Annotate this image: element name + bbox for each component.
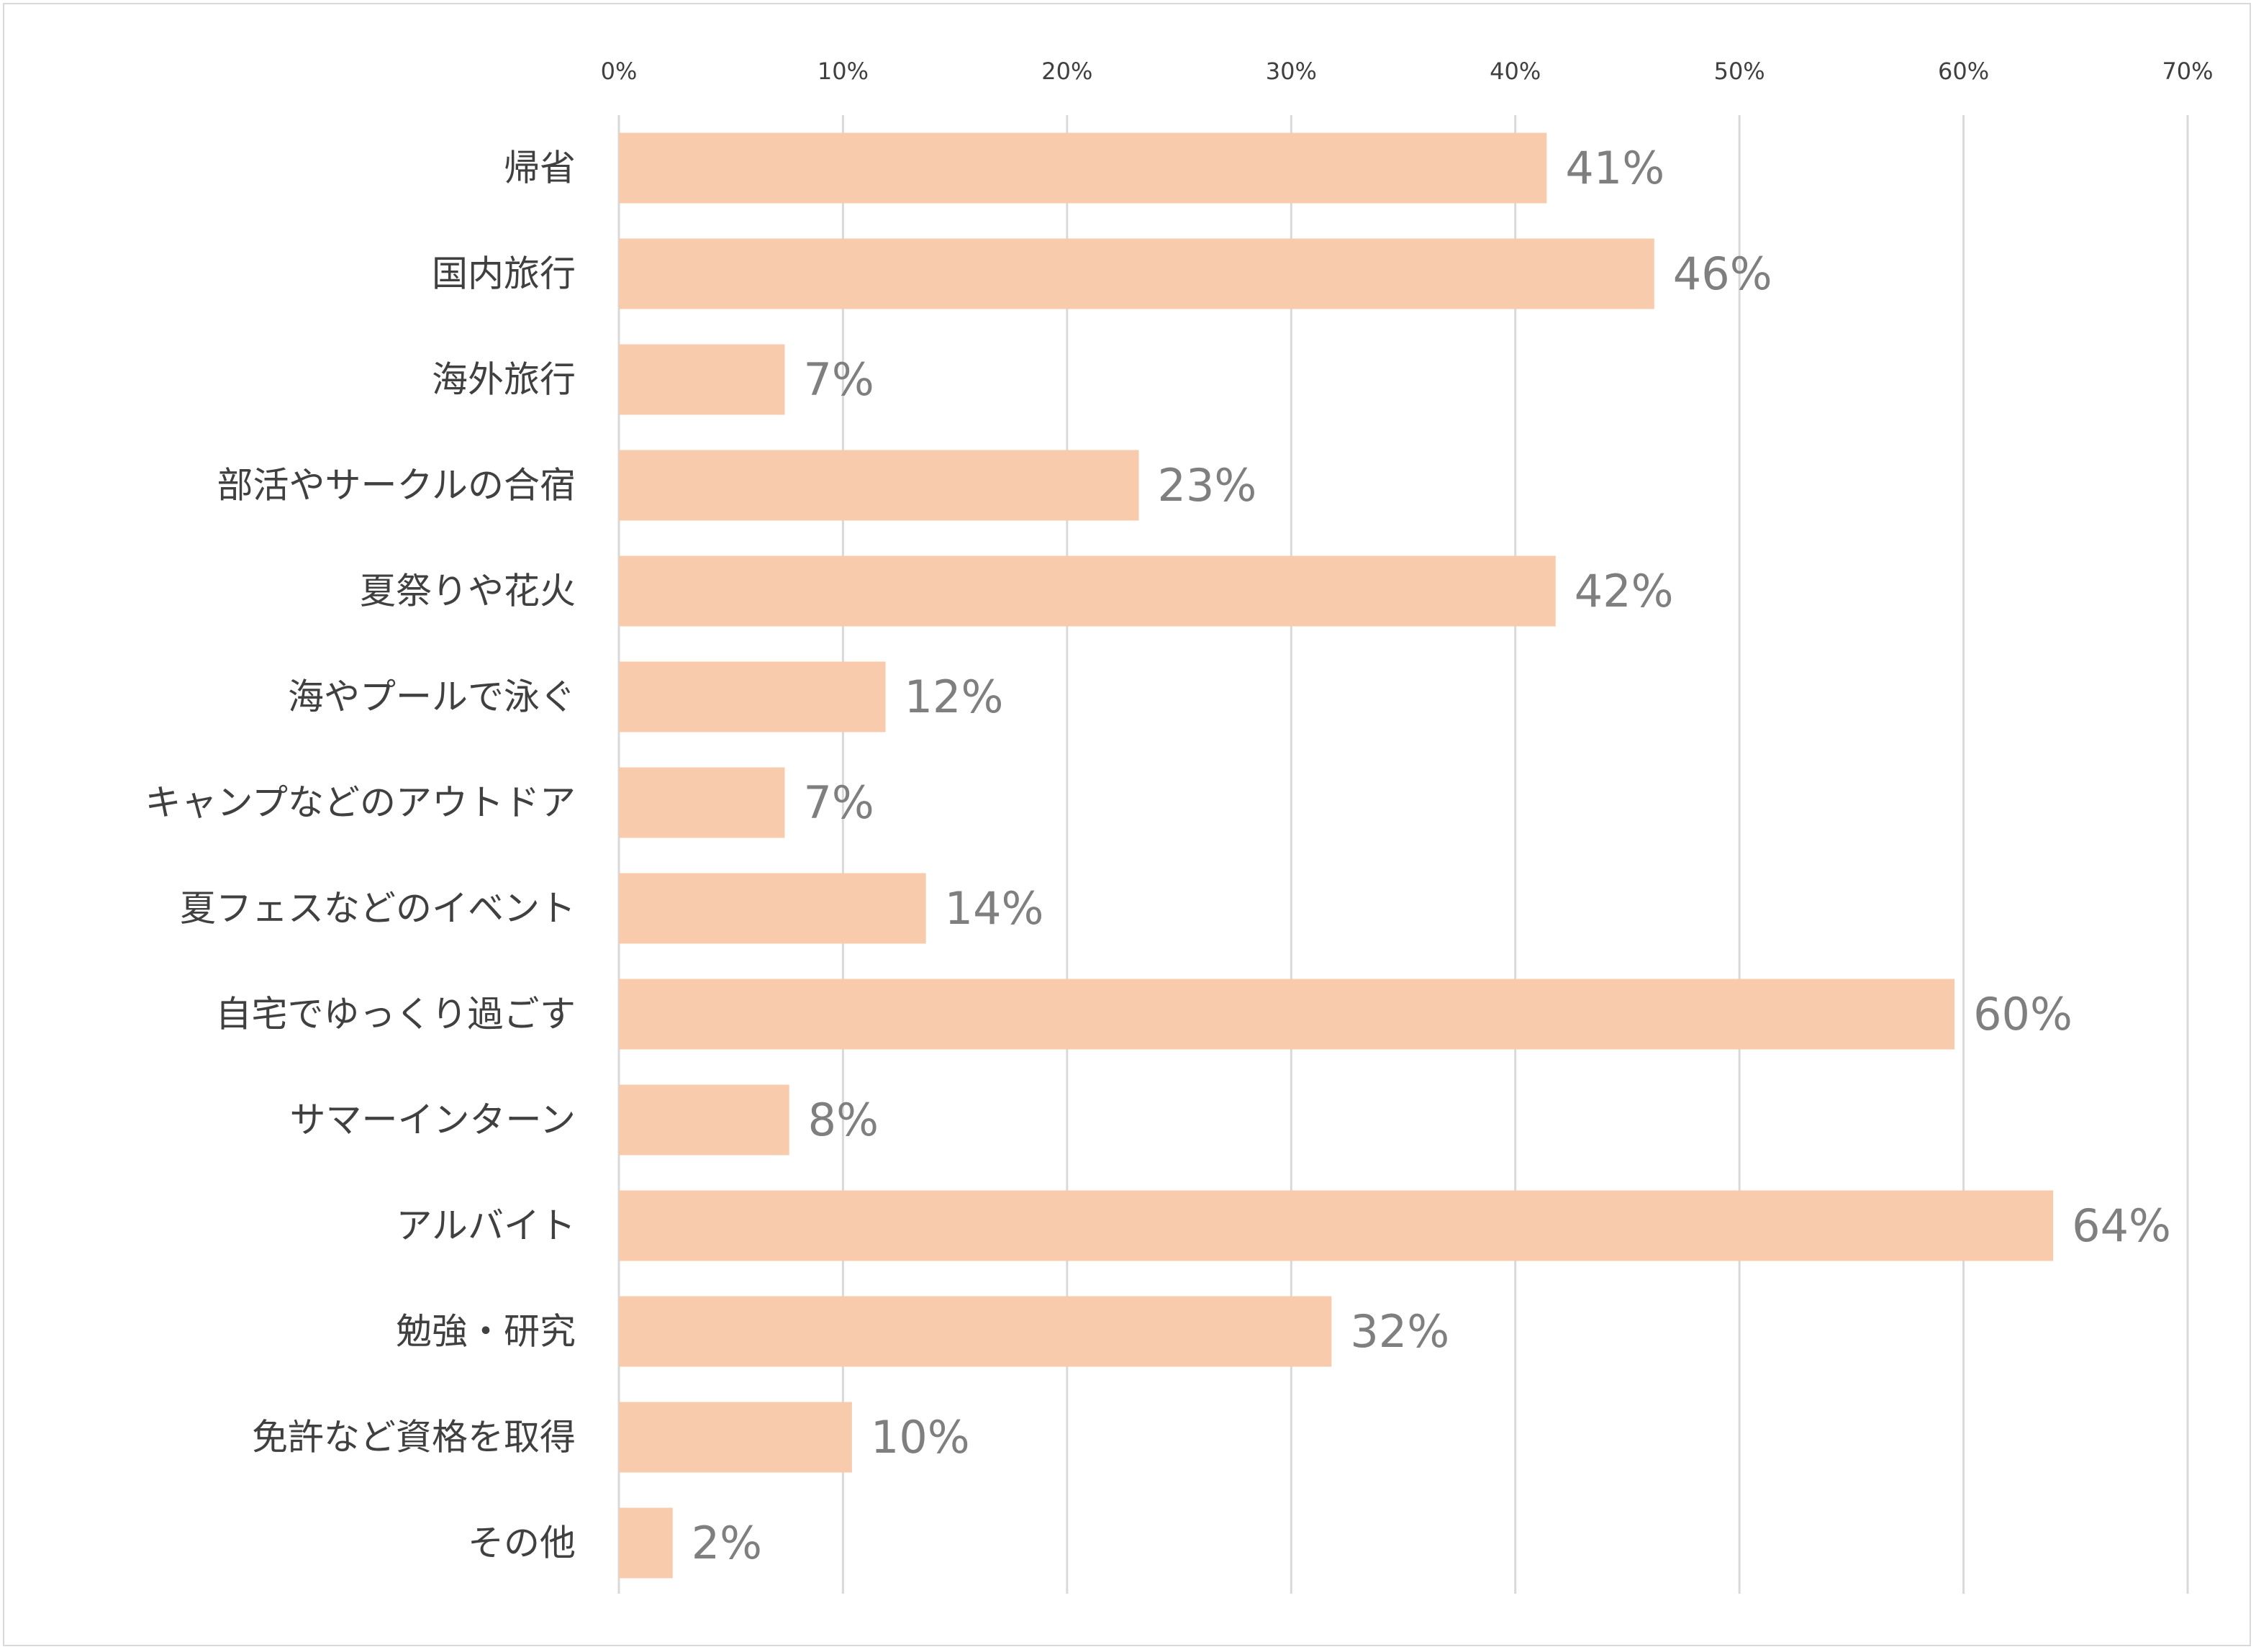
category-labels: 帰省国内旅行海外旅行部活やサークルの合宿夏祭りや花火海やプールで泳ぐキャンプなど… [145,148,576,1564]
category-label: 海やプールで泳ぐ [288,676,576,718]
x-tick-label: 70% [2162,58,2213,85]
bar [619,1402,852,1473]
data-label: 14% [945,882,1044,935]
bar [619,661,886,732]
bar [619,1507,673,1579]
data-label: 42% [1575,565,1674,617]
x-tick-label: 0% [601,58,638,85]
category-label: アルバイト [397,1205,576,1247]
data-label: 7% [803,353,874,406]
category-label: キャンプなどのアウトドア [145,782,576,824]
data-label: 32% [1350,1305,1449,1358]
category-label: 部活やサークルの合宿 [217,465,576,507]
data-label: 60% [1973,988,2072,1040]
bar [619,344,785,415]
x-tick-label: 30% [1266,58,1317,85]
category-label: 勉強・研究 [396,1311,576,1353]
bar [619,873,926,944]
bar [619,450,1139,521]
data-label: 8% [808,1094,879,1146]
x-tick-label: 10% [817,58,869,85]
category-label: サマーインターン [290,1099,576,1141]
bars [619,132,2054,1579]
category-label: 帰省 [504,148,576,189]
category-label: 夏フェスなどのイベント [180,888,576,930]
data-label: 41% [1565,142,1664,194]
data-label: 10% [871,1411,970,1463]
data-label: 23% [1158,459,1257,512]
bar [619,238,1654,309]
category-label: 海外旅行 [432,359,576,401]
data-label: 64% [2072,1199,2171,1252]
category-label: 免許など資格を取得 [252,1417,576,1458]
gridlines [617,115,2189,1594]
bar [619,1190,2054,1261]
bar [619,767,785,838]
x-tick-label: 40% [1490,58,1541,85]
x-tick-label: 60% [1938,58,1989,85]
data-label: 2% [692,1517,762,1569]
x-tick-label: 20% [1041,58,1092,85]
category-label: 自宅でゆっくり過ごす [216,994,576,1035]
bar [619,132,1547,204]
x-axis-ticks: 0% 10% 20% 30% 40% 50% 60% 70% [601,58,2214,85]
category-label: 国内旅行 [432,253,576,295]
data-labels: 41% 46% 7% 23% 42% 12% 7% 14% 60% 8% 64% 32% 10% 2% [692,142,2171,1569]
category-label: その他 [468,1522,576,1564]
category-label: 夏祭りや花火 [360,571,576,612]
data-label: 7% [803,776,874,829]
data-label: 46% [1673,248,1772,300]
bar [619,1084,789,1156]
data-label: 12% [905,671,1004,723]
bar [619,979,1955,1050]
bar [619,555,1556,627]
bar [619,1296,1332,1367]
x-tick-label: 50% [1714,58,1765,85]
